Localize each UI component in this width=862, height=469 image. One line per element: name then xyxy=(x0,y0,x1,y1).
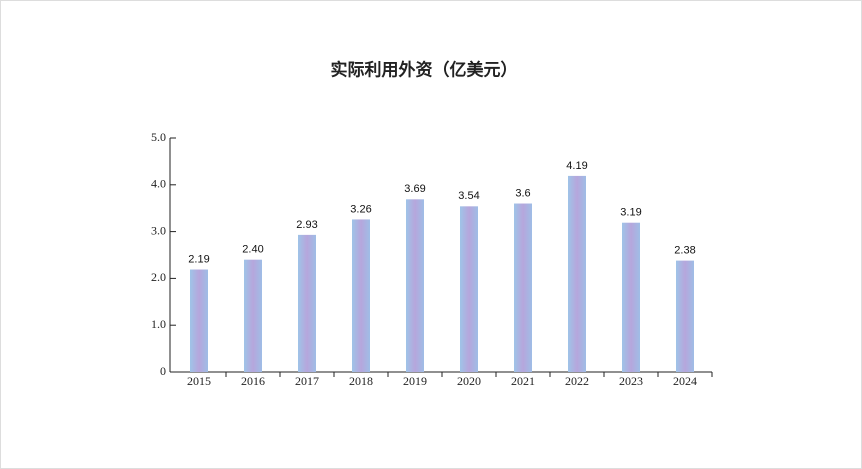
value-label: 2.38 xyxy=(674,245,695,257)
value-label: 3.6 xyxy=(515,187,530,199)
value-label: 3.54 xyxy=(458,190,479,202)
bar xyxy=(622,222,640,372)
bar xyxy=(352,219,370,372)
x-tick-label: 2022 xyxy=(565,374,589,388)
x-tick-label: 2015 xyxy=(187,374,211,388)
bar xyxy=(190,269,208,372)
y-tick-label: 2.0 xyxy=(151,270,166,284)
chart-title: 实际利用外资（亿美元） xyxy=(331,60,518,81)
value-label: 2.93 xyxy=(296,219,317,231)
x-tick-label: 2019 xyxy=(403,374,427,388)
bar xyxy=(514,203,532,372)
y-tick-label: 4.0 xyxy=(151,177,166,191)
x-tick-label: 2021 xyxy=(511,374,535,388)
bar xyxy=(244,259,262,372)
x-tick-label: 2020 xyxy=(457,374,481,388)
bar xyxy=(406,199,424,372)
x-tick-label: 2024 xyxy=(673,374,697,388)
value-label: 3.69 xyxy=(404,183,425,195)
x-tick-label: 2023 xyxy=(619,374,643,388)
y-tick-label: 3.0 xyxy=(151,223,166,237)
y-tick-label: 0 xyxy=(160,364,166,378)
bar xyxy=(298,234,316,372)
x-tick-label: 2017 xyxy=(295,374,319,388)
value-label: 3.26 xyxy=(350,203,371,215)
x-tick-label: 2016 xyxy=(241,374,265,388)
bar xyxy=(568,175,586,372)
value-label: 4.19 xyxy=(566,160,587,172)
y-tick-label: 1.0 xyxy=(151,317,166,331)
x-tick-label: 2018 xyxy=(349,374,373,388)
value-label: 2.40 xyxy=(242,244,263,256)
bar xyxy=(460,206,478,372)
y-tick-label: 5.0 xyxy=(151,130,166,144)
bar xyxy=(676,260,694,372)
value-label: 2.19 xyxy=(188,253,209,265)
value-label: 3.19 xyxy=(620,207,641,219)
